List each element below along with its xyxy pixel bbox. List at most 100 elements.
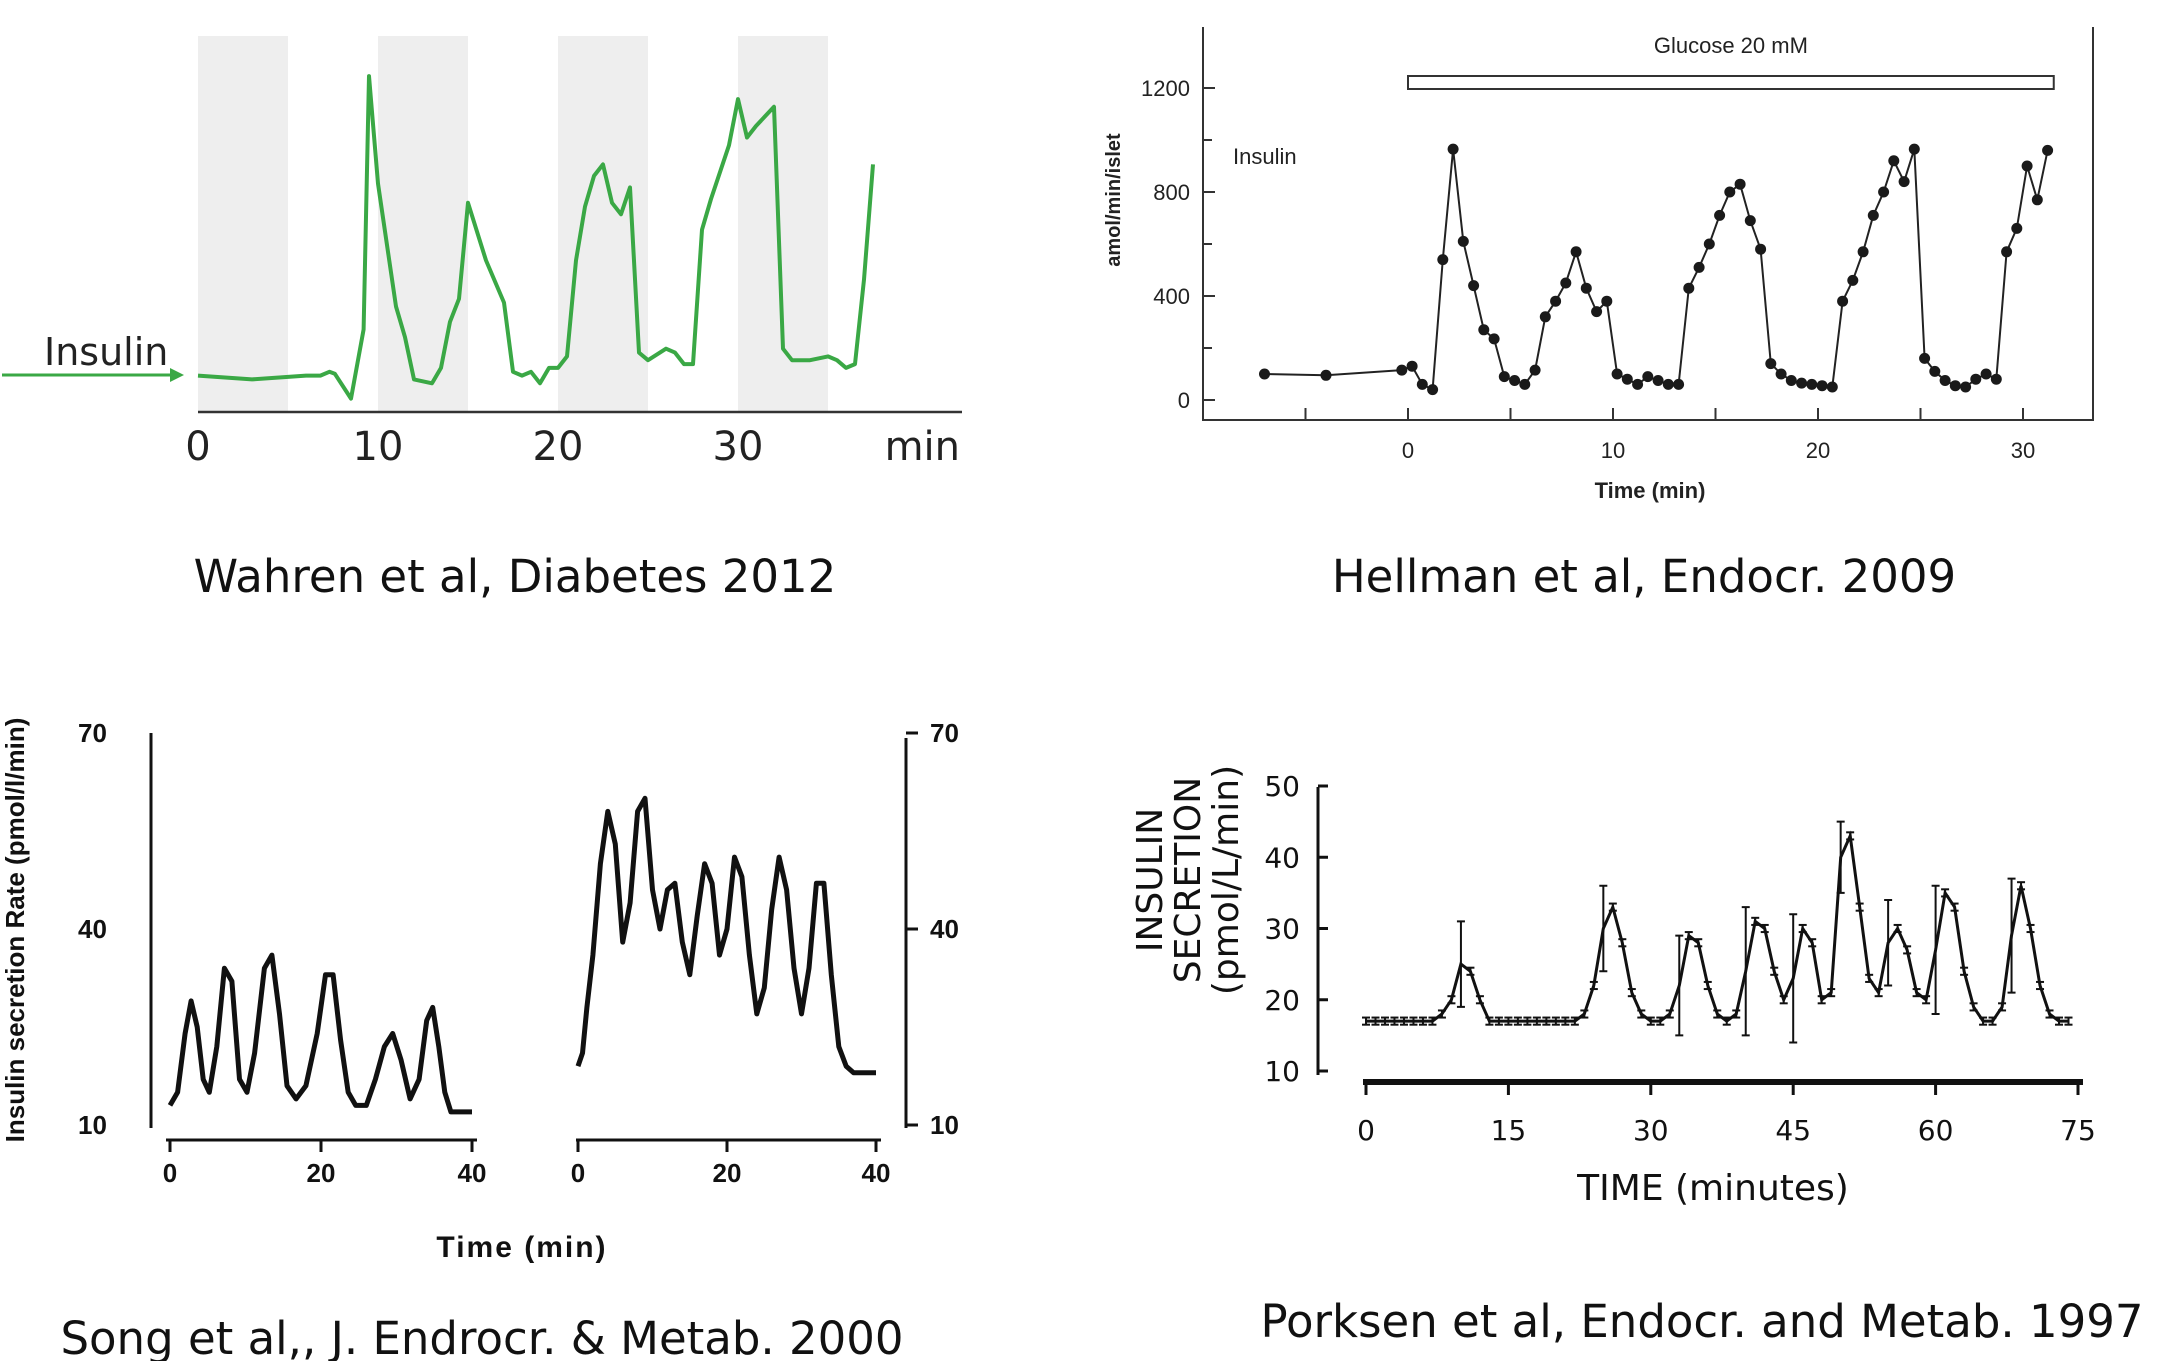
hellman-point [1703,238,1715,250]
hellman-point [1785,375,1797,386]
song-left-x-tick-20: 20 [307,1158,336,1188]
hellman-point [1519,378,1531,390]
hellman-point [1847,274,1859,286]
hellman-point [1396,364,1408,376]
hellman-point [1621,373,1633,385]
hellman-x-ticks: 0 10 20 30 [1202,408,2035,463]
hellman-point [1857,246,1869,258]
hellman-point [1529,364,1541,376]
song-left-y-tick-10: 10 [78,1110,107,1140]
song-left-secretion-line [167,952,472,1115]
wahren-shaded-intervals [198,36,828,412]
porksen-y-label-line-1: INSULIN [1130,808,1171,952]
porksen-y-axis-label: INSULIN SECRETION (pmol/L/min) [1130,765,1247,995]
porksen-secretion-line [1366,830,2069,1023]
song-x-axis-label: Time (min) [436,1231,607,1264]
porksen-y-label-line-2: SECRETION [1168,777,1209,983]
hellman-point [1580,282,1592,294]
porksen-x-tick-30: 30 [1633,1114,1669,1147]
song-right-y-tick-10: 10 [930,1110,959,1140]
hellman-point [1908,143,1920,155]
hellman-point [1478,324,1490,336]
hellman-glucose-annotation: Glucose 20 mM [1654,33,1808,58]
caption-hellman: Hellman et al, Endocr. 2009 [1332,550,1956,603]
hellman-point [1816,380,1828,392]
wahren-x-tick-labels: 0 10 20 30 [185,424,763,470]
hellman-y-tick-0: 0 [1178,388,1190,413]
hellman-point [1560,277,1572,289]
porksen-x-tick-45: 45 [1775,1114,1811,1147]
hellman-x-axis-label: Time (min) [1595,478,1706,503]
hellman-y-tick-400: 400 [1153,284,1190,309]
hellman-point [1888,155,1900,167]
wahren-shade-1 [378,36,468,412]
hellman-point [1437,254,1449,266]
hellman-point [1539,311,1551,323]
hellman-point [1406,360,1418,372]
wahren-x-tick-30: 30 [713,424,764,470]
hellman-point [1259,368,1270,380]
hellman-axes-frame [1202,27,2094,421]
porksen-y-tick-20: 20 [1264,984,1300,1017]
wahren-x-tick-10: 10 [353,424,404,470]
porksen-y-label-line-3: (pmol/L/min) [1206,765,1247,995]
hellman-point [1498,371,1510,383]
porksen-x-axis-label: TIME (minutes) [1576,1168,1849,1209]
hellman-point [1662,378,1674,390]
hellman-point [1970,373,1982,385]
hellman-point [1949,380,1961,392]
song-right-y-tick-70: 70 [930,718,959,748]
hellman-series-label: Insulin [1233,144,1297,169]
hellman-point [1837,295,1849,307]
hellman-point [1427,384,1439,396]
wahren-chart: 0 10 20 30 min Insulin Wahren et al, Diabet… [2,36,962,603]
wahren-shade-3 [738,36,828,412]
song-chart: 10 10 40 40 70 70 0 20 40 0 20 40 Insulin secretion… [0,718,959,1361]
hellman-point [2031,194,2043,206]
porksen-ticks: 10 20 30 40 50 0 15 30 45 60 75 [1264,770,2095,1147]
porksen-x-tick-15: 15 [1491,1114,1527,1147]
song-left-y-tick-70: 70 [78,718,107,748]
hellman-point [1632,378,1644,390]
hellman-point [1488,333,1500,345]
hellman-y-tick-1200: 1200 [1141,76,1190,101]
hellman-point [1826,381,1838,393]
porksen-y-tick-30: 30 [1264,913,1300,946]
porksen-y-tick-40: 40 [1264,841,1300,874]
hellman-point [1447,143,1459,155]
porksen-y-tick-10: 10 [1264,1055,1300,1088]
song-y-axis-label: Insulin secretion Rate (pmol/l/min) [0,718,30,1143]
hellman-point [1416,378,1428,390]
hellman-point [1570,246,1582,258]
song-right-x-tick-0: 0 [571,1158,585,1188]
hellman-point [1796,377,1808,389]
hellman-point [1509,375,1521,386]
hellman-chart: 0 400 800 1200 0 10 20 30 Time (min) amol/min/… [1103,27,2094,603]
hellman-point [1960,381,1972,393]
hellman-point [1755,243,1767,255]
song-right-y-tick-40: 40 [930,914,959,944]
hellman-point [1775,368,1787,380]
hellman-point [1591,306,1603,318]
hellman-point [1673,378,1685,390]
hellman-point [1714,209,1726,221]
porksen-y-tick-50: 50 [1264,770,1300,803]
hellman-point [2011,222,2023,234]
wahren-shade-0 [198,36,288,412]
hellman-point [1724,186,1736,198]
hellman-point [1468,280,1480,292]
hellman-point [1611,368,1623,380]
caption-porksen: Porksen et al, Endocr. and Metab. 1997 [1260,1295,2143,1348]
hellman-point [1929,365,1941,377]
hellman-point [1734,178,1746,190]
hellman-point [1683,282,1695,294]
wahren-series-label: Insulin [44,330,168,374]
song-right-secretion-line [575,795,876,1076]
hellman-point [1744,215,1756,227]
song-left-x-tick-40: 40 [458,1158,487,1188]
hellman-y-tick-800: 800 [1153,180,1190,205]
hellman-glucose-bar [1407,75,2055,90]
hellman-point [2042,144,2054,156]
hellman-y-axis-label: amol/min/islet [1103,133,1125,267]
